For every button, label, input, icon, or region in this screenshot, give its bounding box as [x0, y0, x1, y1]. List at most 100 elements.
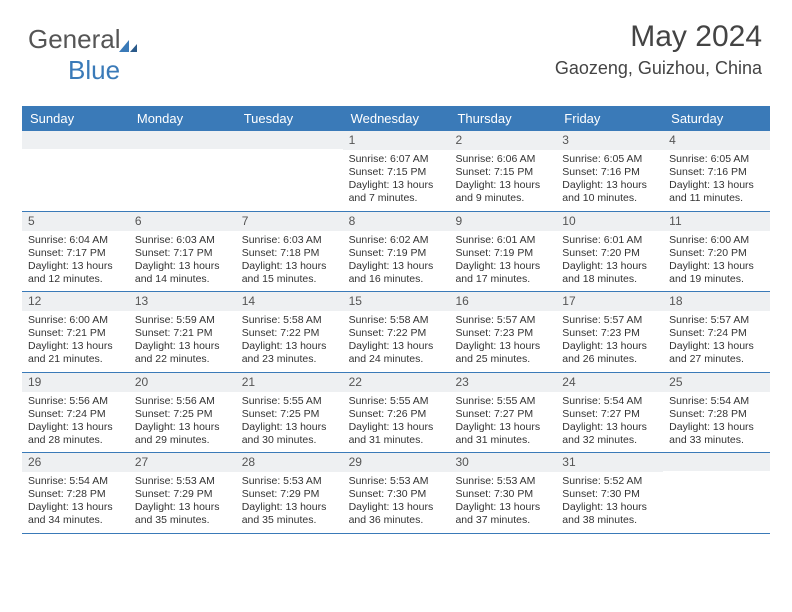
sunset-line: Sunset: 7:25 PM — [135, 408, 230, 421]
day-number: 6 — [129, 212, 236, 231]
sunrise-line: Sunrise: 6:07 AM — [349, 153, 444, 166]
day-info: Sunrise: 5:55 AMSunset: 7:27 PMDaylight:… — [449, 392, 556, 453]
sunrise-line: Sunrise: 5:53 AM — [242, 475, 337, 488]
sunrise-line: Sunrise: 6:01 AM — [455, 234, 550, 247]
week-row: 12Sunrise: 6:00 AMSunset: 7:21 PMDayligh… — [22, 292, 770, 373]
sunset-line: Sunset: 7:20 PM — [562, 247, 657, 260]
sunset-line: Sunset: 7:29 PM — [242, 488, 337, 501]
day-number: 26 — [22, 453, 129, 472]
daylight-line: Daylight: 13 hours and 37 minutes. — [455, 501, 550, 527]
daylight-line: Daylight: 13 hours and 31 minutes. — [349, 421, 444, 447]
sunrise-line: Sunrise: 6:01 AM — [562, 234, 657, 247]
day-number: 22 — [343, 373, 450, 392]
day-cell: 2Sunrise: 6:06 AMSunset: 7:15 PMDaylight… — [449, 131, 556, 211]
sunset-line: Sunset: 7:28 PM — [669, 408, 764, 421]
day-cell: 23Sunrise: 5:55 AMSunset: 7:27 PMDayligh… — [449, 373, 556, 453]
daylight-line: Daylight: 13 hours and 18 minutes. — [562, 260, 657, 286]
week-row: 26Sunrise: 5:54 AMSunset: 7:28 PMDayligh… — [22, 453, 770, 534]
day-cell: 6Sunrise: 6:03 AMSunset: 7:17 PMDaylight… — [129, 212, 236, 292]
day-number: 18 — [663, 292, 770, 311]
day-number: 11 — [663, 212, 770, 231]
day-header: Tuesday — [236, 106, 343, 131]
sunset-line: Sunset: 7:30 PM — [349, 488, 444, 501]
day-info: Sunrise: 5:55 AMSunset: 7:25 PMDaylight:… — [236, 392, 343, 453]
sunset-line: Sunset: 7:26 PM — [349, 408, 444, 421]
day-number: 13 — [129, 292, 236, 311]
day-cell: 12Sunrise: 6:00 AMSunset: 7:21 PMDayligh… — [22, 292, 129, 372]
day-number: 16 — [449, 292, 556, 311]
sunrise-line: Sunrise: 5:56 AM — [28, 395, 123, 408]
daylight-line: Daylight: 13 hours and 17 minutes. — [455, 260, 550, 286]
day-number: 20 — [129, 373, 236, 392]
day-info: Sunrise: 5:53 AMSunset: 7:30 PMDaylight:… — [343, 472, 450, 533]
day-number: 3 — [556, 131, 663, 150]
day-header-row: SundayMondayTuesdayWednesdayThursdayFrid… — [22, 106, 770, 131]
day-info: Sunrise: 5:54 AMSunset: 7:27 PMDaylight:… — [556, 392, 663, 453]
day-info: Sunrise: 6:03 AMSunset: 7:18 PMDaylight:… — [236, 231, 343, 292]
day-cell: 3Sunrise: 6:05 AMSunset: 7:16 PMDaylight… — [556, 131, 663, 211]
daylight-line: Daylight: 13 hours and 36 minutes. — [349, 501, 444, 527]
day-info: Sunrise: 6:00 AMSunset: 7:21 PMDaylight:… — [22, 311, 129, 372]
sunset-line: Sunset: 7:21 PM — [135, 327, 230, 340]
sunrise-line: Sunrise: 6:00 AM — [669, 234, 764, 247]
sunset-line: Sunset: 7:19 PM — [349, 247, 444, 260]
empty-day-number — [129, 131, 236, 149]
day-number: 5 — [22, 212, 129, 231]
sunrise-line: Sunrise: 5:55 AM — [349, 395, 444, 408]
day-info: Sunrise: 6:06 AMSunset: 7:15 PMDaylight:… — [449, 150, 556, 211]
sunset-line: Sunset: 7:18 PM — [242, 247, 337, 260]
day-cell: 20Sunrise: 5:56 AMSunset: 7:25 PMDayligh… — [129, 373, 236, 453]
sunset-line: Sunset: 7:22 PM — [242, 327, 337, 340]
day-cell: 17Sunrise: 5:57 AMSunset: 7:23 PMDayligh… — [556, 292, 663, 372]
sunset-line: Sunset: 7:16 PM — [669, 166, 764, 179]
empty-day-number — [663, 453, 770, 471]
daylight-line: Daylight: 13 hours and 21 minutes. — [28, 340, 123, 366]
sunrise-line: Sunrise: 5:53 AM — [349, 475, 444, 488]
sunrise-line: Sunrise: 6:00 AM — [28, 314, 123, 327]
day-number: 17 — [556, 292, 663, 311]
day-number: 23 — [449, 373, 556, 392]
sunrise-line: Sunrise: 6:03 AM — [242, 234, 337, 247]
day-info: Sunrise: 5:55 AMSunset: 7:26 PMDaylight:… — [343, 392, 450, 453]
day-info: Sunrise: 5:56 AMSunset: 7:25 PMDaylight:… — [129, 392, 236, 453]
day-cell: 21Sunrise: 5:55 AMSunset: 7:25 PMDayligh… — [236, 373, 343, 453]
day-cell: 27Sunrise: 5:53 AMSunset: 7:29 PMDayligh… — [129, 453, 236, 533]
day-info: Sunrise: 5:53 AMSunset: 7:29 PMDaylight:… — [236, 472, 343, 533]
day-info: Sunrise: 6:02 AMSunset: 7:19 PMDaylight:… — [343, 231, 450, 292]
day-number: 29 — [343, 453, 450, 472]
day-number: 25 — [663, 373, 770, 392]
sunrise-line: Sunrise: 5:57 AM — [669, 314, 764, 327]
daylight-line: Daylight: 13 hours and 7 minutes. — [349, 179, 444, 205]
daylight-line: Daylight: 13 hours and 9 minutes. — [455, 179, 550, 205]
daylight-line: Daylight: 13 hours and 35 minutes. — [135, 501, 230, 527]
daylight-line: Daylight: 13 hours and 27 minutes. — [669, 340, 764, 366]
day-number: 21 — [236, 373, 343, 392]
sunrise-line: Sunrise: 5:58 AM — [349, 314, 444, 327]
day-info: Sunrise: 6:00 AMSunset: 7:20 PMDaylight:… — [663, 231, 770, 292]
sunset-line: Sunset: 7:29 PM — [135, 488, 230, 501]
sunrise-line: Sunrise: 5:54 AM — [669, 395, 764, 408]
day-info: Sunrise: 5:53 AMSunset: 7:29 PMDaylight:… — [129, 472, 236, 533]
day-cell — [663, 453, 770, 533]
daylight-line: Daylight: 13 hours and 19 minutes. — [669, 260, 764, 286]
day-cell: 10Sunrise: 6:01 AMSunset: 7:20 PMDayligh… — [556, 212, 663, 292]
day-header: Sunday — [22, 106, 129, 131]
day-info: Sunrise: 5:53 AMSunset: 7:30 PMDaylight:… — [449, 472, 556, 533]
day-number: 9 — [449, 212, 556, 231]
day-number: 27 — [129, 453, 236, 472]
sunrise-line: Sunrise: 5:55 AM — [242, 395, 337, 408]
daylight-line: Daylight: 13 hours and 10 minutes. — [562, 179, 657, 205]
day-cell: 22Sunrise: 5:55 AMSunset: 7:26 PMDayligh… — [343, 373, 450, 453]
daylight-line: Daylight: 13 hours and 16 minutes. — [349, 260, 444, 286]
sunset-line: Sunset: 7:19 PM — [455, 247, 550, 260]
daylight-line: Daylight: 13 hours and 15 minutes. — [242, 260, 337, 286]
month-title: May 2024 — [555, 20, 762, 54]
sunset-line: Sunset: 7:17 PM — [28, 247, 123, 260]
day-number: 30 — [449, 453, 556, 472]
sunrise-line: Sunrise: 5:57 AM — [562, 314, 657, 327]
location: Gaozeng, Guizhou, China — [555, 58, 762, 79]
daylight-line: Daylight: 13 hours and 31 minutes. — [455, 421, 550, 447]
sunset-line: Sunset: 7:15 PM — [349, 166, 444, 179]
empty-day-number — [22, 131, 129, 149]
sunset-line: Sunset: 7:30 PM — [455, 488, 550, 501]
